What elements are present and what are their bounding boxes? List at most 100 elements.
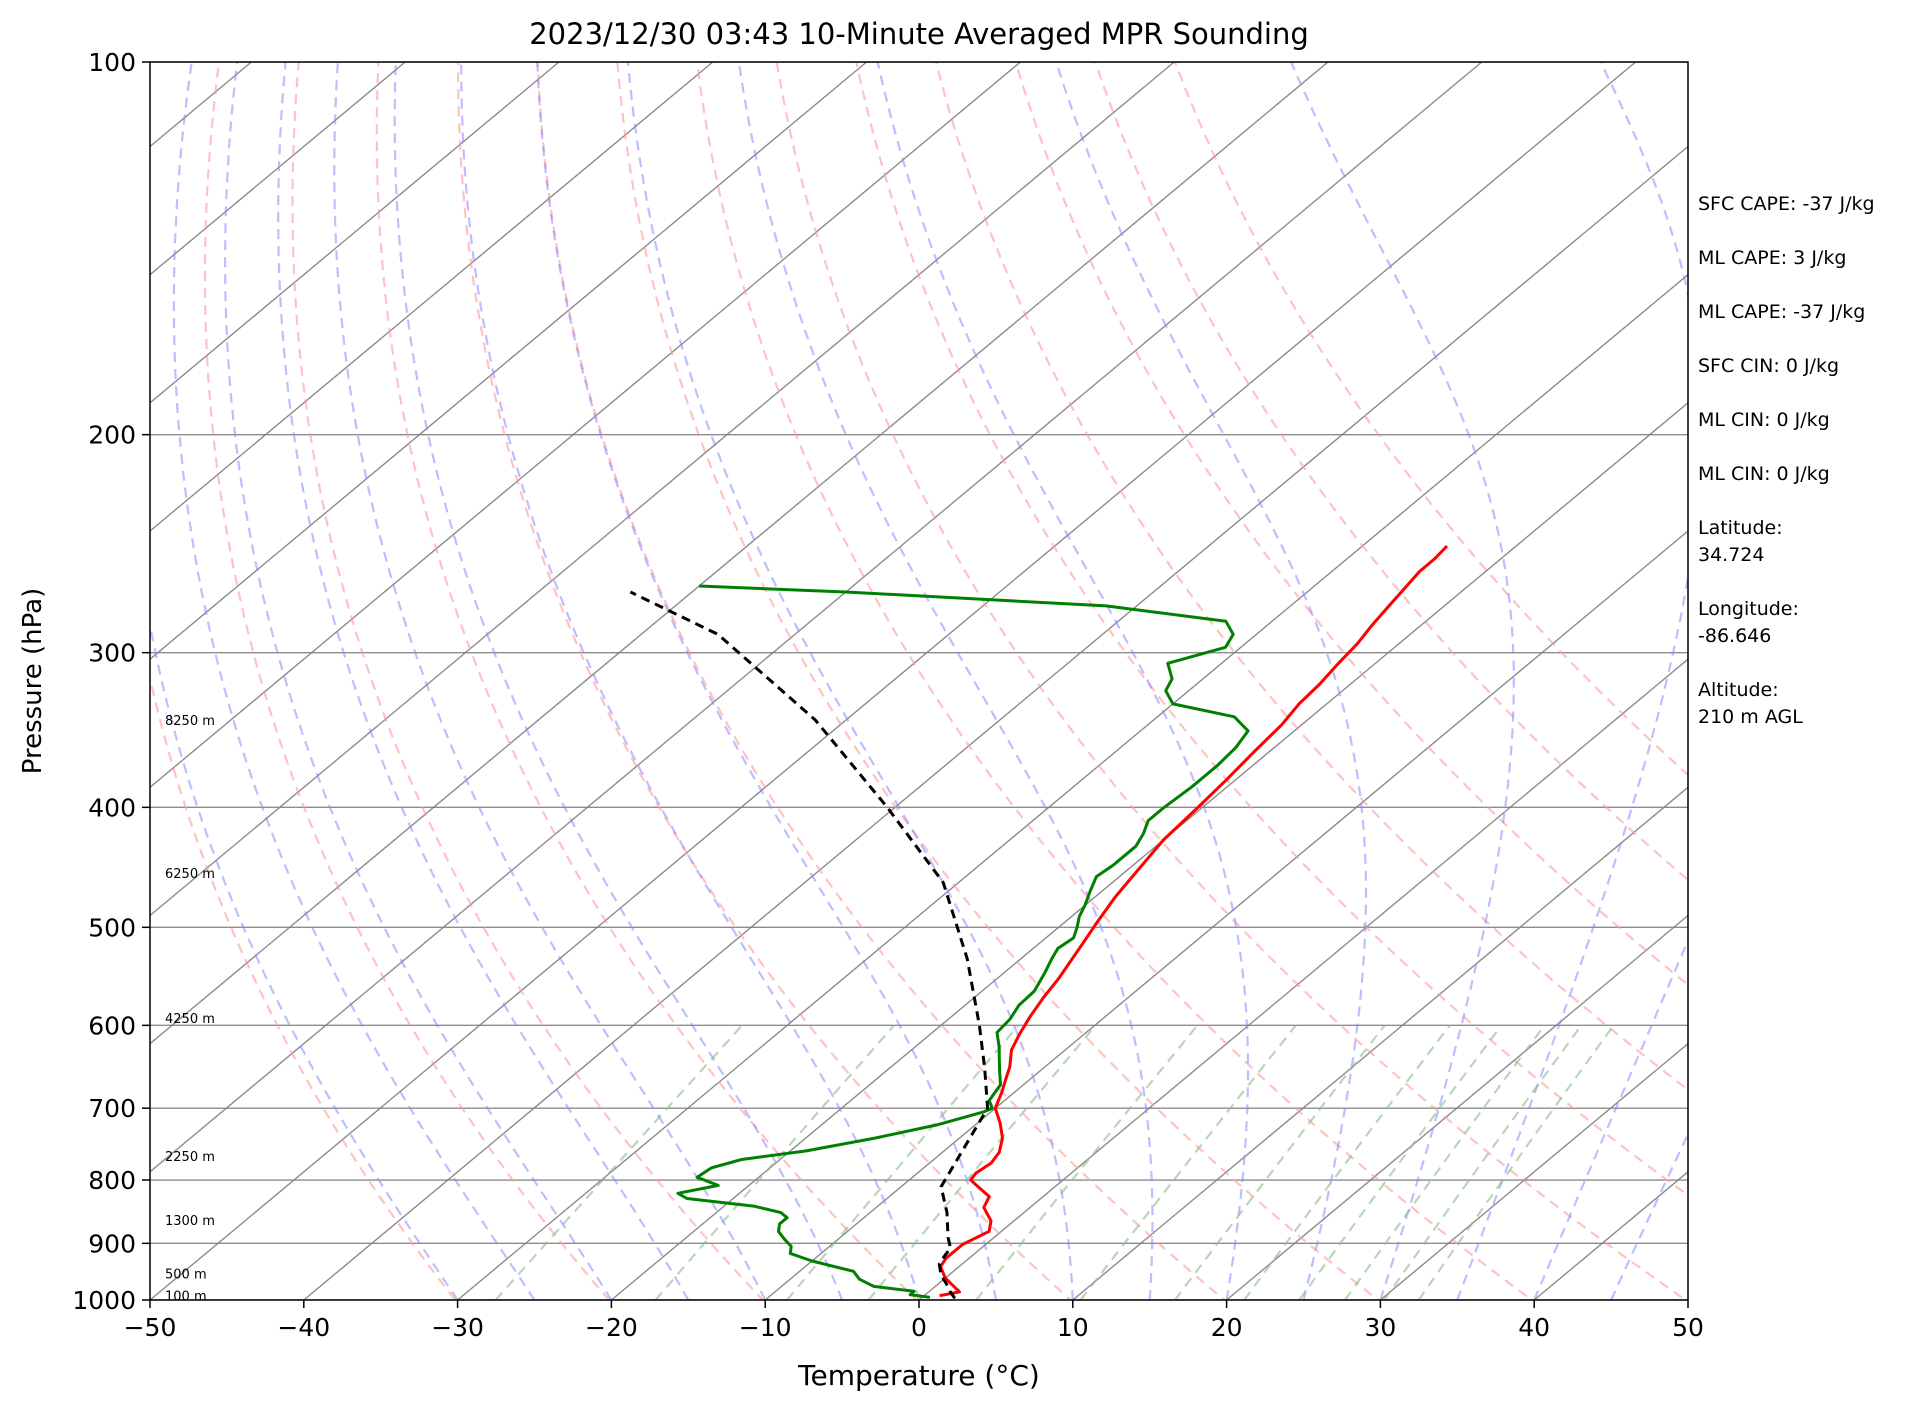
isotherm [150,62,560,404]
mixing-ratio-line [1079,1024,1297,1300]
dry-adiabat [855,62,1688,1197]
moist-adiabat [876,62,1250,1300]
y-axis-label: Pressure (hPa) [18,588,48,775]
isotherm [150,62,714,532]
annotation-text: Longitude: [1698,598,1799,620]
isotherm [918,658,1688,1300]
x-tick-label: −50 [124,1313,177,1342]
isotherm [303,145,1688,1300]
annotation-text: 34.724 [1698,544,1764,566]
x-tick-label: −40 [277,1313,330,1342]
isotherm [764,530,1688,1300]
isotherm [1072,786,1688,1300]
moist-adiabat [1456,62,1688,1300]
moist-adiabat [1533,937,1688,1300]
height-label: 1300 m [165,1214,215,1229]
annotation-text: ML CIN: 0 J/kg [1698,409,1830,431]
annotation-text: -86.646 [1698,625,1771,647]
moist-adiabat [737,62,1154,1300]
x-tick-label: 40 [1518,1313,1550,1342]
x-tick-label: −20 [585,1313,638,1342]
x-tick-label: 20 [1211,1313,1243,1342]
moist-adiabat [626,62,1074,1300]
height-labels: 8250 m 6250 m 4250 m 2250 m 1300 m 500 m 100 m [165,714,215,1305]
moist-adiabat [536,62,997,1300]
moist-adiabat [1055,62,1368,1300]
mixing-ratio-line [1383,1024,1583,1300]
annotation-text: Altitude: [1698,679,1779,701]
annotation-text: ML CAPE: -37 J/kg [1698,301,1865,323]
y-tick-label: 400 [88,793,136,822]
moist-adiabat [393,62,844,1300]
mixing-ratio-line [1298,1024,1503,1300]
series-line-3 [629,590,990,1300]
moist-adiabat [150,619,459,1300]
y-tick-label: 600 [88,1011,136,1040]
isotherm [150,62,406,276]
series-line-2 [676,584,1250,1299]
mixing-ratio-line [654,1024,895,1300]
data-series [629,544,1449,1300]
x-axis-label: Temperature (°C) [797,1359,1040,1392]
moist-adiabat [277,62,690,1300]
annotation-text: SFC CIN: 0 J/kg [1698,355,1839,377]
y-tick-label: 1000 [72,1286,136,1315]
isotherm [457,273,1688,1300]
mixing-ratio-line [1344,1024,1546,1300]
x-tick-label: −30 [431,1313,484,1342]
y-tick-label: 200 [88,421,136,450]
moist-adiabat [172,62,536,1300]
y-tick-label: 300 [88,639,136,668]
y-tick-label: 100 [88,48,136,77]
moist-adiabat [223,62,613,1300]
moist-adiabat [333,62,767,1300]
height-label: 6250 m [165,867,215,882]
isotherm [150,62,868,661]
reference-lines [0,62,1688,1300]
x-tick-label: −10 [739,1313,792,1342]
x-tick-label: 30 [1364,1313,1396,1342]
dry-adiabat [536,62,1227,1300]
y-tick-label: 700 [88,1094,136,1123]
height-label: 100 m [165,1290,207,1305]
mixing-ratio-line [1243,1024,1451,1300]
isotherm [1226,914,1688,1300]
annotation-text: 210 m AGL [1698,706,1803,728]
isotherm [150,62,1021,789]
isotherm [150,62,1637,1300]
annotation-text: SFC CAPE: -37 J/kg [1698,193,1875,215]
dry-adiabat [1173,62,1688,777]
mixing-ratio-line [867,1024,1097,1300]
height-label: 4250 m [165,1012,215,1027]
mixing-ratio-line [1174,1024,1386,1300]
dry-adiabat [616,62,1380,1300]
chart-title: 2023/12/30 03:43 10-Minute Averaged MPR … [529,17,1309,51]
height-label: 2250 m [165,1150,215,1165]
isotherm [0,62,98,1300]
mixing-ratio-line [786,1024,1020,1300]
dry-adiabat [375,62,919,1300]
isotherm [150,62,1329,1045]
y-tick-label: 900 [88,1229,136,1258]
mixing-ratio-line [494,1024,743,1300]
isotherm [610,401,1688,1300]
x-tick-label: 50 [1672,1313,1704,1342]
mixing-ratio-line [975,1024,1199,1300]
moist-adiabat [460,62,921,1300]
y-tick-label: 800 [88,1166,136,1195]
dry-adiabat [456,62,1073,1300]
x-axis: −50 −40 −30 −20 −10 0 10 20 30 40 50 [124,1300,1704,1342]
isotherm [150,62,1175,917]
annotation-text: ML CIN: 0 J/kg [1698,463,1830,485]
annotation-text: ML CAPE: 3 J/kg [1698,247,1846,269]
height-label: 500 m [165,1268,207,1283]
dry-adiabat [1094,62,1688,882]
dry-adiabat [150,673,457,1300]
sounding-statistics: SFC CAPE: -37 J/kg ML CAPE: 3 J/kg ML CAPE… [1698,193,1875,728]
isotherm [150,62,1483,1173]
dry-adiabat [291,62,765,1300]
y-tick-label: 500 [88,913,136,942]
series-line-1 [939,544,1449,1298]
dry-adiabat [775,62,1688,1300]
